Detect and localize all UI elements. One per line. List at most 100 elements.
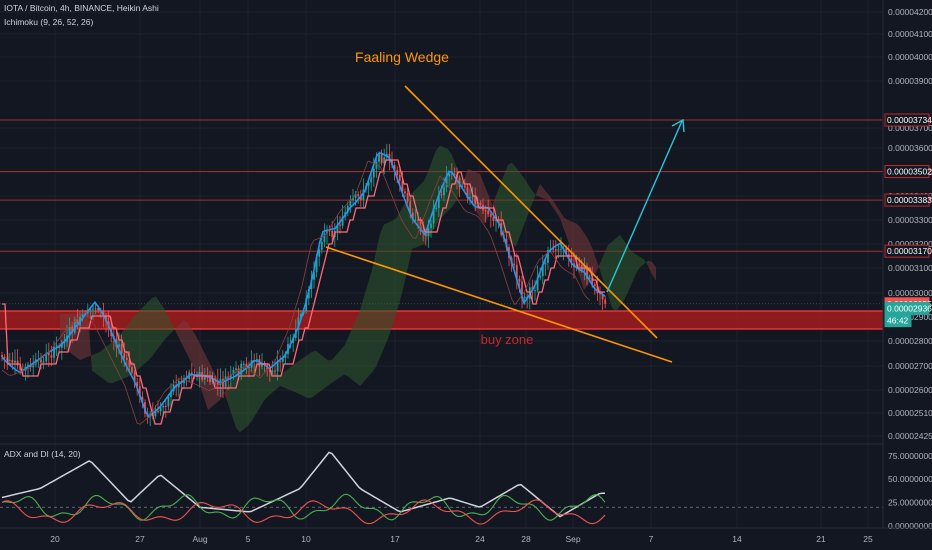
cloud-segment: [400, 205, 404, 301]
candle-body: [552, 248, 555, 250]
cloud-segment: [536, 184, 540, 197]
candle-body: [73, 319, 76, 333]
cloud-segment: [60, 314, 64, 348]
cloud-segment: [344, 338, 348, 377]
candle-body: [458, 177, 461, 187]
candle-body: [320, 241, 323, 250]
cloud-segment: [292, 363, 296, 393]
drawings[interactable]: [325, 85, 685, 363]
candle-body: [539, 276, 542, 278]
ichimoku-legend[interactable]: Ichimoku (9, 26, 52, 26): [4, 17, 94, 27]
cloud-segment: [356, 310, 360, 386]
cloud-segment: [140, 306, 144, 368]
candle-body: [281, 357, 284, 362]
candle-body: [138, 386, 141, 397]
time-tick-label: 25: [863, 534, 873, 544]
cloud-segment: [600, 254, 604, 283]
buy-zone-label[interactable]: buy zone: [481, 332, 534, 347]
cloud-segment: [276, 373, 280, 390]
price-tick-label: 0.00003600: [888, 143, 932, 153]
cloud-segment: [348, 328, 352, 380]
candle-body: [471, 196, 474, 198]
time-tick-label: 10: [301, 534, 311, 544]
price-tag-label: 0.00003734: [887, 115, 932, 125]
time-tick-label: 14: [732, 534, 742, 544]
price-tag-label: 0.00003170: [887, 246, 932, 256]
candle-body: [68, 326, 71, 336]
price-tick-label: 0.00004200: [888, 7, 932, 17]
price-tick-label: 0.00004100: [888, 29, 932, 39]
price-tick-label: 0.00002425: [888, 431, 932, 441]
candle-body: [383, 157, 386, 164]
candle-body: [331, 230, 334, 237]
candle-body: [443, 187, 445, 196]
candle-body: [81, 313, 84, 317]
time-tick-label: 28: [521, 534, 531, 544]
candle-body: [401, 180, 404, 192]
candle-body: [445, 176, 448, 188]
di-minus-line: [1, 499, 606, 525]
candle-body: [102, 310, 105, 317]
candle-body: [349, 199, 352, 206]
candle-body: [370, 177, 373, 183]
cloud-segment: [352, 319, 356, 383]
candle-body: [55, 345, 58, 347]
candle-body: [255, 359, 258, 361]
cloud-segment: [224, 386, 228, 404]
cloud-segment: [496, 185, 500, 224]
cloud-segment: [144, 302, 148, 365]
cloud-segment: [296, 360, 300, 395]
adx-tick-label: 50.00000000: [888, 474, 932, 484]
cloud-segment: [172, 324, 176, 332]
candle-body: [440, 194, 443, 196]
cloud-segment: [628, 246, 632, 293]
time-tick-label: 27: [135, 534, 145, 544]
cloud-segment: [548, 194, 552, 206]
pattern-label[interactable]: Faaling Wedge: [355, 49, 449, 65]
candle-body: [336, 224, 339, 231]
candle-body: [323, 233, 326, 242]
price-tick-label: 0.00003900: [888, 76, 932, 86]
price-tag-box: [884, 193, 930, 207]
candle-body: [378, 154, 380, 162]
candle-body: [162, 405, 165, 408]
cloud-segment: [552, 199, 556, 212]
candle-body: [128, 359, 131, 367]
candle-body: [123, 353, 126, 358]
time-tick-label: 17: [390, 534, 400, 544]
candle-body: [118, 344, 120, 347]
candle-body: [404, 191, 406, 194]
candle-body: [94, 308, 97, 310]
cloud-segment: [308, 352, 312, 399]
candle-body: [16, 360, 19, 366]
candle-body: [271, 370, 274, 372]
cloud-segment: [624, 240, 628, 301]
cloud-segment: [648, 260, 652, 274]
candle-body: [547, 250, 549, 263]
cloud-segment: [372, 252, 376, 373]
cloud-segment: [100, 348, 104, 380]
target-arrow-head: [671, 118, 685, 133]
candle-body: [492, 216, 495, 221]
symbol-title[interactable]: IOTA / Bitcoin, 4h, BINANCE, Heikin Ashi: [4, 3, 159, 13]
candle-body: [339, 224, 341, 226]
cloud-segment: [252, 362, 256, 421]
candle-body: [209, 377, 211, 383]
cloud-segment: [168, 316, 172, 336]
adx-legend[interactable]: ADX and DI (14, 20): [4, 449, 81, 459]
cloud-segment: [304, 354, 308, 399]
candle-body: [417, 219, 419, 221]
candle-body: [521, 281, 523, 299]
cloud-segment: [188, 323, 192, 364]
candle-body: [279, 361, 282, 363]
cloud-segment: [300, 357, 304, 397]
time-tick-label: Aug: [192, 534, 207, 544]
cloud-segment: [564, 217, 568, 241]
cloud-segment: [340, 346, 344, 378]
candle-body: [570, 257, 573, 264]
buy-zone-rect: [0, 311, 883, 329]
candle-body: [164, 405, 167, 407]
candle-body: [315, 256, 318, 273]
